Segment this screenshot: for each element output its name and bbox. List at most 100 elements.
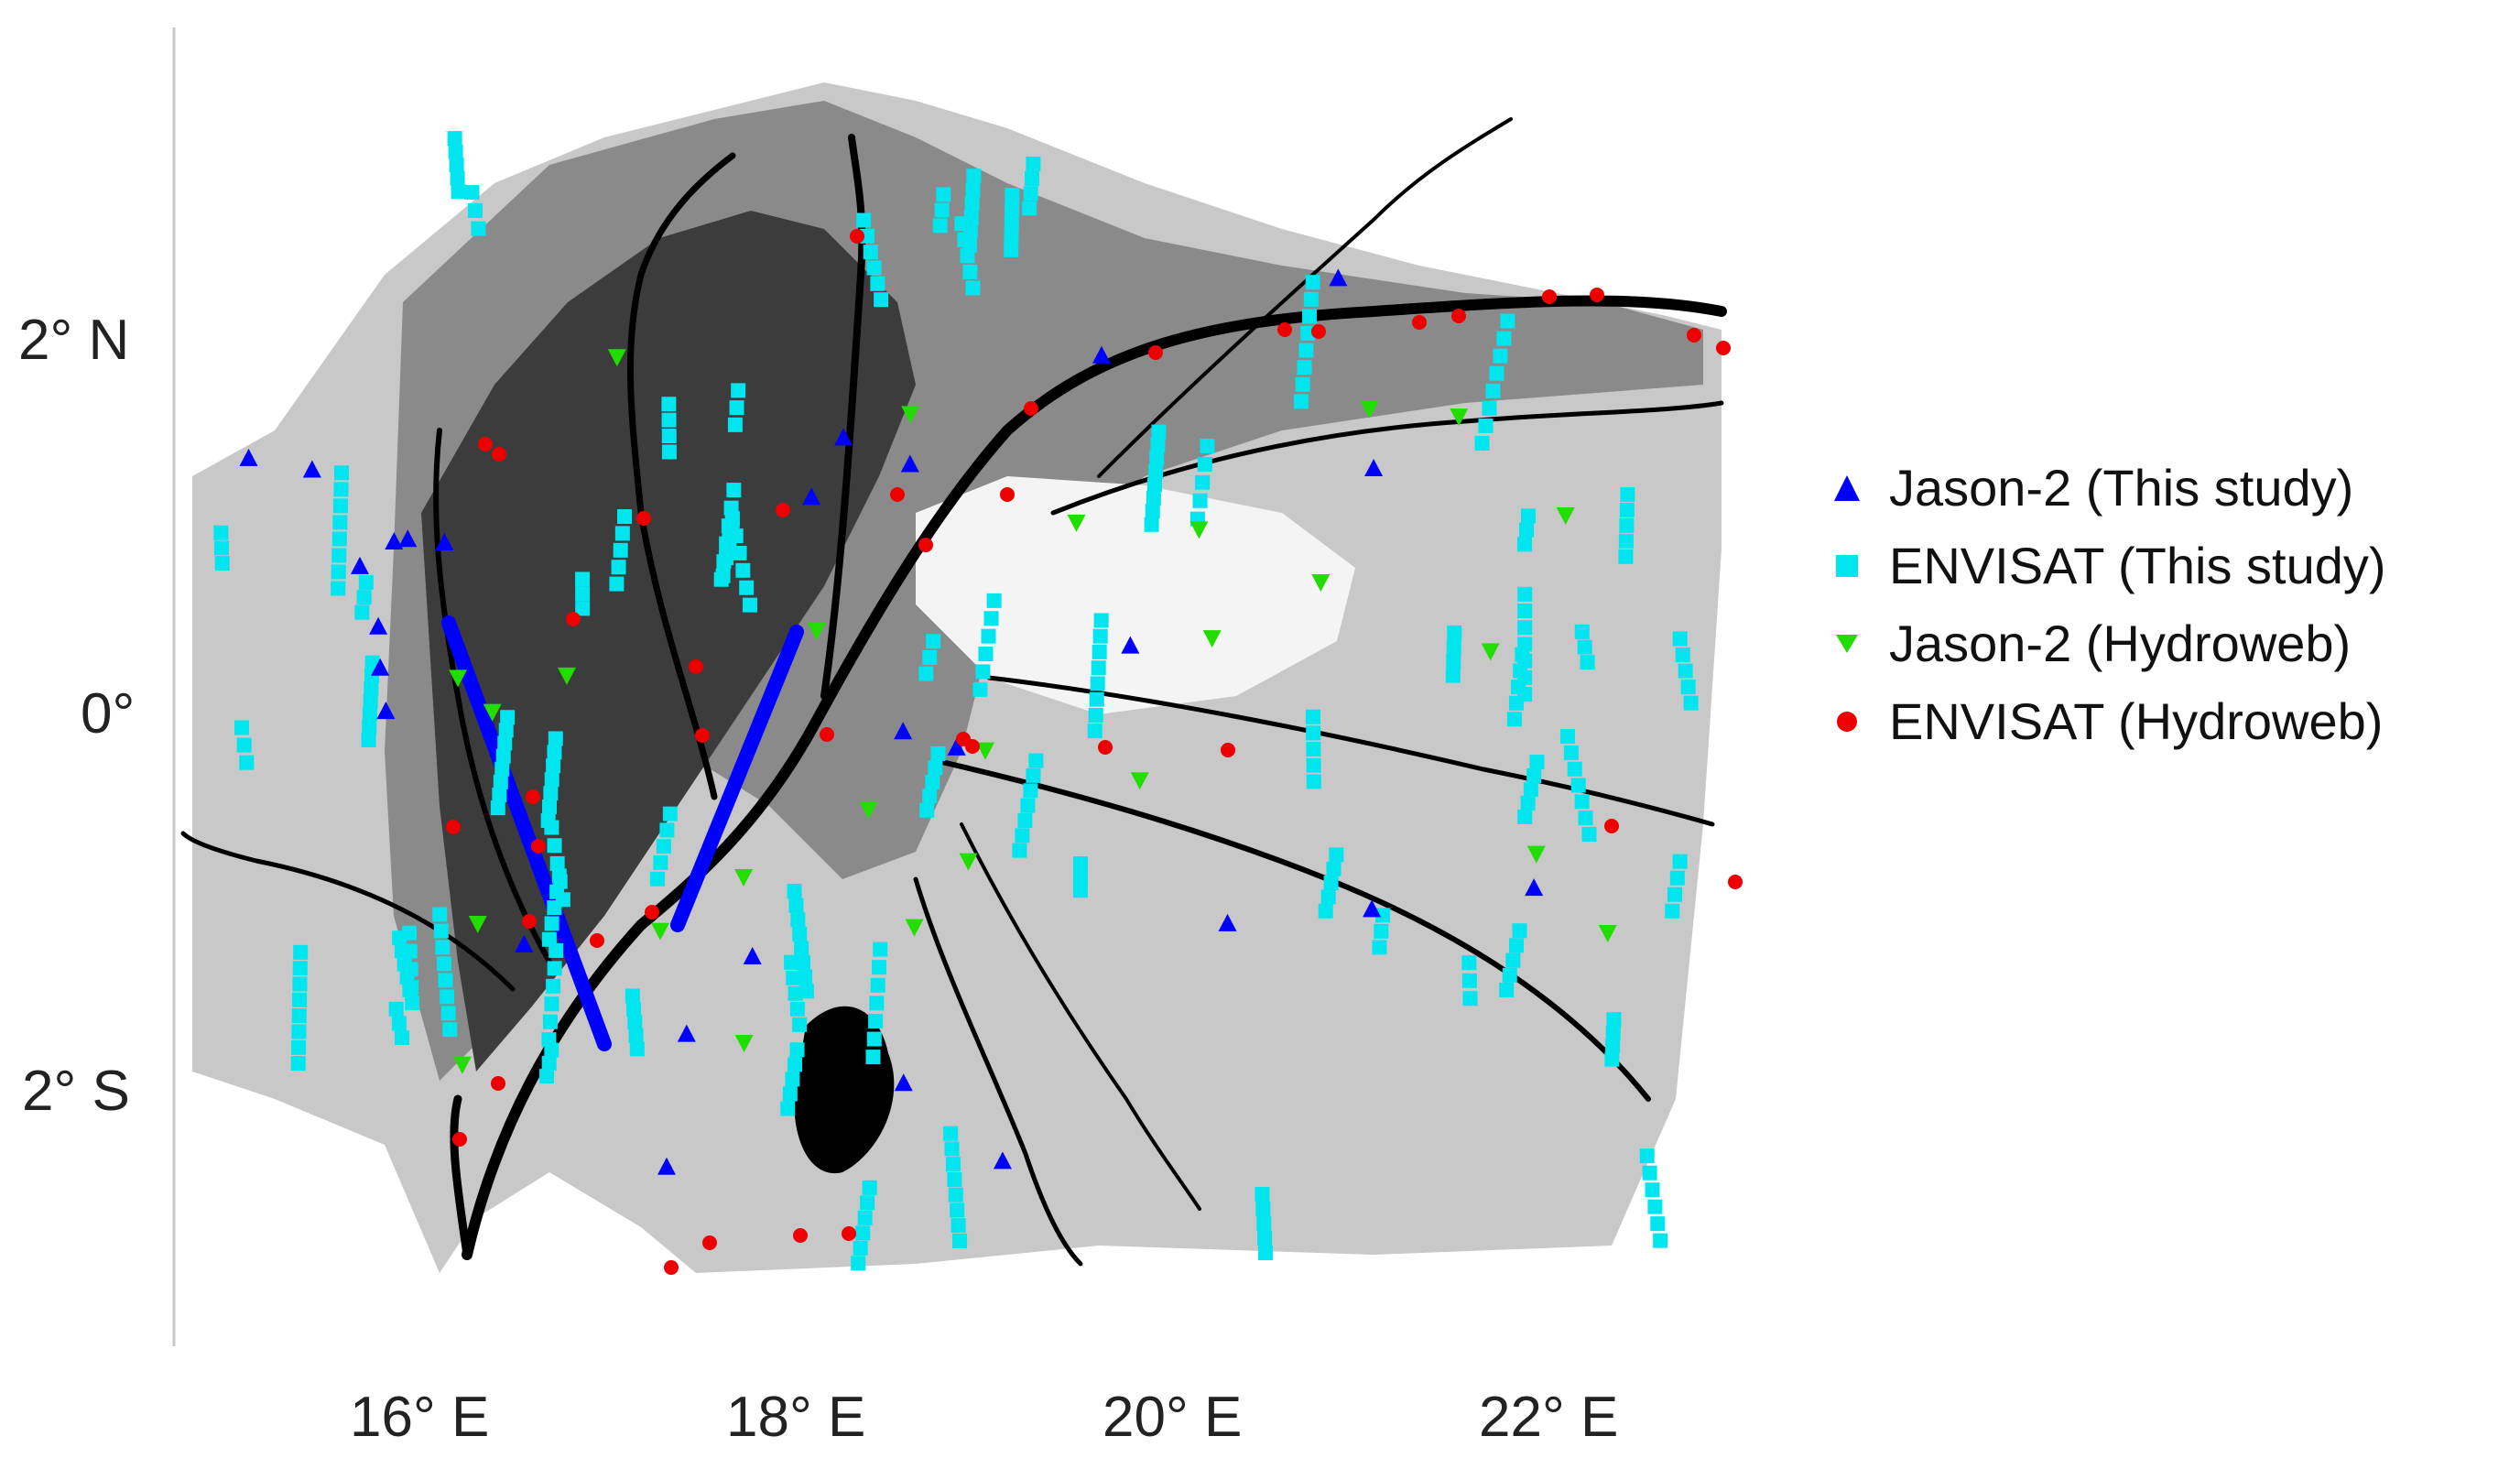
envisat-this-marker (391, 1016, 407, 1031)
triangle-up-icon (1827, 468, 1867, 508)
envisat-this-marker (729, 400, 744, 416)
envisat-this-marker (575, 601, 591, 616)
envisat-this-marker (450, 170, 465, 186)
envisat-this-marker (362, 706, 377, 722)
envisat-this-marker (1297, 360, 1312, 375)
envisat-this-marker (1326, 861, 1341, 876)
envisat-this-marker (1005, 188, 1020, 203)
envisat-hydroweb-marker (689, 659, 703, 674)
envisat-this-marker (627, 1015, 643, 1030)
envisat-this-marker (1306, 742, 1321, 757)
envisat-this-marker (794, 941, 809, 956)
jason-this-marker (1363, 899, 1382, 918)
congo-main-channel (462, 295, 1727, 1260)
envisat-this-marker (918, 666, 934, 681)
legend-label: Jason-2 (Hydroweb) (1889, 615, 2352, 672)
envisat-this-marker (493, 774, 508, 789)
envisat-this-marker (1618, 549, 1634, 564)
envisat-this-marker (1559, 729, 1575, 745)
jason-this-marker (657, 1157, 677, 1175)
envisat-this-marker (1563, 745, 1579, 760)
envisat-this-marker (541, 1032, 557, 1048)
envisat-this-marker (1512, 923, 1527, 939)
envisat-this-marker (432, 907, 448, 922)
envisat-this-marker (1517, 620, 1533, 636)
envisat-this-marker (649, 871, 665, 887)
envisat-this-marker (464, 185, 480, 201)
envisat-this-marker (625, 988, 640, 1004)
envisat-this-marker (331, 548, 347, 563)
envisat-this-marker (451, 184, 466, 200)
envisat-this-marker (575, 586, 591, 602)
envisat-this-marker (1305, 275, 1320, 290)
triangle-down-icon (1827, 624, 1867, 664)
envisat-this-marker (1520, 796, 1536, 811)
envisat-this-marker (549, 942, 564, 958)
sangha-channel (626, 152, 736, 800)
envisat-this-marker (331, 581, 346, 596)
envisat-this-marker (866, 260, 882, 276)
south-tributary (913, 876, 1083, 1267)
envisat-this-marker (1500, 313, 1515, 329)
envisat-this-marker (785, 1072, 800, 1087)
envisat-this-marker (334, 465, 350, 481)
envisat-this-marker (1298, 343, 1314, 358)
jason-hydroweb-marker (468, 915, 487, 933)
envisat-this-marker (1446, 654, 1461, 669)
envisat-this-marker (552, 874, 568, 889)
jason-hydroweb-marker (901, 406, 920, 424)
envisat-this-marker (1303, 291, 1319, 307)
envisat-this-marker (293, 944, 309, 960)
envisat-this-marker (1618, 533, 1634, 549)
envisat-this-marker (936, 187, 951, 202)
envisat-this-marker (214, 556, 230, 571)
envisat-this-marker (544, 996, 559, 1012)
envisat-this-marker (735, 562, 751, 578)
envisat-this-marker (732, 545, 747, 560)
lon-tick-20e: 20° E (1102, 1386, 1242, 1449)
envisat-this-marker (962, 223, 978, 239)
envisat-this-marker (1015, 828, 1030, 843)
envisat-this-marker (1087, 724, 1102, 739)
envisat-this-marker (930, 745, 946, 761)
envisat-this-marker (331, 564, 346, 580)
envisat-this-marker (1004, 215, 1019, 231)
envisat-this-marker (1092, 628, 1108, 644)
legend-item-envisat-hydroweb: ENVISAT (Hydroweb) (1827, 682, 2504, 760)
envisat-hydroweb-marker (491, 1076, 505, 1091)
envisat-this-marker (1257, 1230, 1273, 1246)
envisat-this-marker (1461, 973, 1477, 988)
envisat-this-marker (575, 571, 591, 587)
envisat-this-marker (497, 735, 513, 751)
envisat-this-marker (986, 593, 1002, 608)
envisat-this-marker (1192, 493, 1208, 508)
envisat-this-marker (1619, 502, 1635, 517)
envisat-this-marker (1680, 680, 1696, 695)
envisat-this-marker (871, 960, 886, 975)
envisat-this-marker (1478, 418, 1494, 433)
envisat-this-marker (549, 855, 565, 871)
envisat-this-marker (290, 1056, 306, 1072)
envisat-this-marker (292, 992, 308, 1007)
envisat-this-marker (948, 1187, 963, 1202)
envisat-this-marker (1375, 908, 1391, 923)
jason-this-marker (350, 556, 369, 574)
envisat-this-marker (1028, 753, 1044, 768)
envisat-this-marker (1605, 1039, 1621, 1054)
envisat-this-marker (438, 973, 453, 988)
envisat-this-marker (1017, 812, 1033, 828)
envisat-this-marker (435, 940, 451, 955)
jason-this-marker (802, 487, 821, 506)
envisat-hydroweb-marker (850, 229, 864, 244)
envisat-this-marker (1073, 856, 1089, 872)
jason-this-marker (947, 737, 966, 756)
envisat-this-marker (1604, 1051, 1620, 1067)
envisat-this-marker (728, 528, 744, 544)
envisat-this-marker (928, 760, 943, 776)
envisat-this-marker (1517, 637, 1533, 652)
jason-this-marker (894, 722, 913, 740)
envisat-this-marker (333, 482, 349, 497)
envisat-this-marker (724, 511, 740, 527)
envisat-this-marker (919, 802, 935, 818)
envisat-this-marker (922, 649, 938, 665)
